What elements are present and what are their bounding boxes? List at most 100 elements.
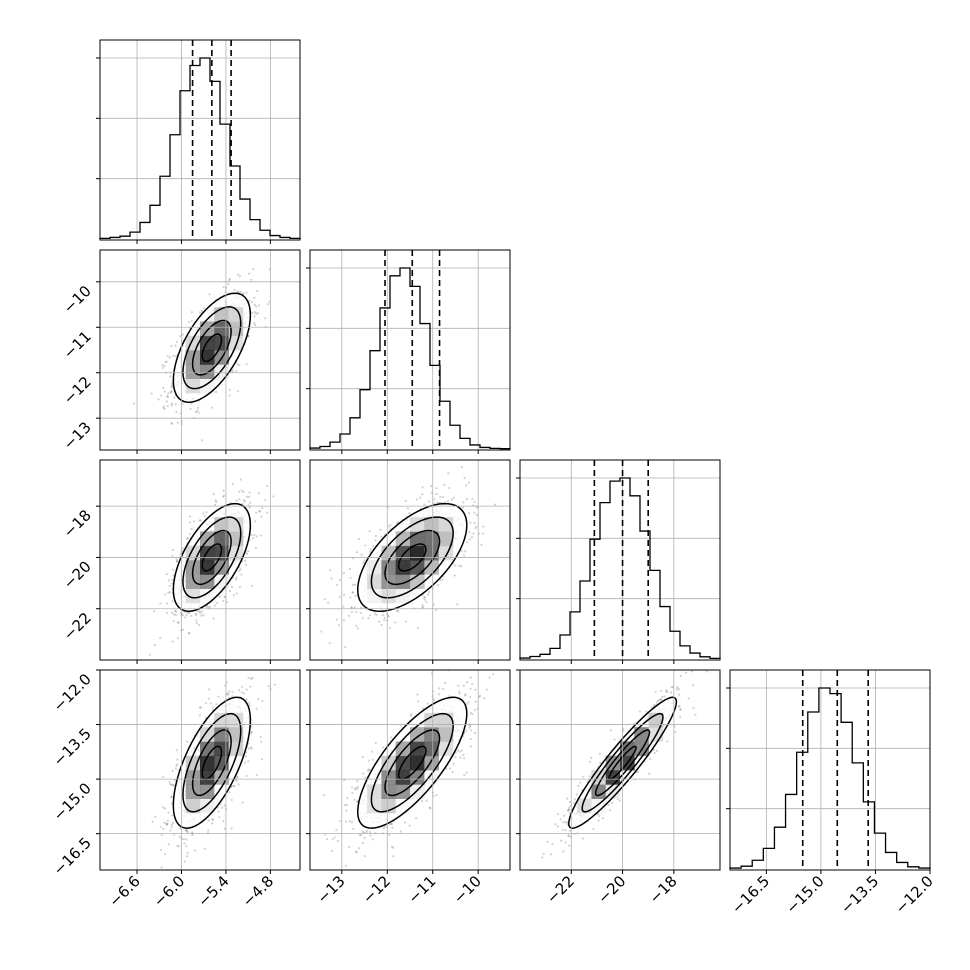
scatter-point (227, 693, 230, 696)
scatter-point (187, 611, 191, 614)
scatter-point (183, 860, 186, 863)
scatter-point (157, 398, 160, 401)
scatter-point (351, 591, 354, 594)
scatter-point (233, 288, 236, 291)
scatter-point (428, 590, 431, 593)
scatter-point (367, 768, 370, 771)
scatter-point (395, 609, 399, 612)
scatter-point (468, 511, 471, 515)
scatter-point (242, 490, 245, 494)
contour-line (384, 529, 441, 586)
contour-line (182, 712, 242, 813)
scatter-point (208, 688, 211, 691)
scatter-point (237, 389, 240, 393)
scatter-point (163, 852, 167, 856)
scatter-point (166, 819, 169, 822)
scatter-point (378, 620, 381, 623)
panel-content (132, 268, 271, 442)
scatter-point (161, 366, 164, 370)
scatter-point (399, 830, 402, 833)
density-cell (214, 712, 229, 728)
scatter-point (242, 692, 246, 695)
scatter-point (457, 690, 461, 693)
scatter-point (469, 724, 472, 728)
scatter-point (383, 619, 386, 622)
density-cell (200, 770, 215, 785)
panel-frame (519, 459, 721, 661)
scatter-point (417, 700, 420, 703)
scatter-point (250, 533, 253, 536)
scatter-point (338, 578, 341, 581)
scatter-point (352, 583, 355, 586)
scatter-point (441, 578, 444, 581)
scatter-point (355, 851, 358, 854)
scatter-point (228, 589, 231, 593)
scatter-point (383, 616, 386, 620)
x-tick-label: −16.5 (728, 872, 773, 917)
panel-background (730, 670, 930, 870)
scatter-point (186, 829, 189, 832)
scatter-point (191, 833, 194, 837)
scatter-panel-2-1 (306, 459, 511, 664)
scatter-point (240, 573, 243, 576)
scatter-point (264, 498, 267, 502)
scatter-point (416, 626, 419, 630)
scatter-point (195, 622, 198, 625)
contour-line (191, 529, 232, 586)
scatter-point (240, 685, 244, 688)
scatter-point (175, 560, 178, 563)
contour-line (201, 745, 223, 780)
contour-line (356, 502, 468, 613)
panel-frame (99, 459, 301, 661)
scatter-point (478, 532, 481, 535)
scatter-point (264, 317, 267, 320)
scatter-point (397, 610, 400, 613)
scatter-point (450, 498, 453, 501)
scatter-point (168, 584, 171, 588)
scatter-point (388, 626, 392, 630)
scatter-point (185, 838, 188, 841)
scatter-point (266, 511, 269, 514)
scatter-point (250, 732, 253, 735)
scatter-point (167, 579, 171, 582)
scatter-point (244, 755, 247, 758)
scatter-point (367, 759, 370, 762)
scatter-point (251, 536, 255, 540)
scatter-point (196, 409, 199, 412)
x-tick-label: −15.0 (783, 872, 828, 917)
scatter-point (175, 560, 179, 563)
scatter-point (188, 632, 191, 635)
scatter-point (227, 283, 230, 286)
scatter-point (192, 520, 196, 523)
scatter-point (350, 606, 353, 609)
scatter-point (462, 501, 465, 504)
scatter-point (187, 612, 190, 615)
scatter-point (242, 292, 245, 295)
scatter-point (150, 392, 153, 395)
scatter-point (217, 695, 220, 698)
density-cell (381, 560, 397, 575)
y-tick-label: −13.5 (50, 725, 95, 770)
scatter-point (391, 826, 394, 829)
scatter-point (436, 501, 439, 504)
scatter-point (349, 596, 352, 599)
scatter-point (465, 541, 469, 544)
density-cell (438, 545, 454, 561)
scatter-point (176, 621, 180, 624)
scatter-point (151, 820, 154, 824)
scatter-point (375, 613, 378, 617)
scatter-point (480, 543, 483, 547)
contour-line (201, 543, 223, 572)
scatter-point (181, 614, 184, 617)
scatter-point (165, 360, 168, 363)
scatter-point (250, 747, 253, 750)
density-cell (214, 574, 229, 589)
scatter-point (172, 354, 175, 357)
scatter-point (251, 676, 254, 680)
scatter-point (245, 563, 248, 566)
scatter-point (247, 335, 250, 338)
scatter-point (171, 549, 175, 552)
scatter-point (245, 774, 248, 778)
density-cell (395, 574, 411, 589)
scatter-point (404, 620, 408, 623)
